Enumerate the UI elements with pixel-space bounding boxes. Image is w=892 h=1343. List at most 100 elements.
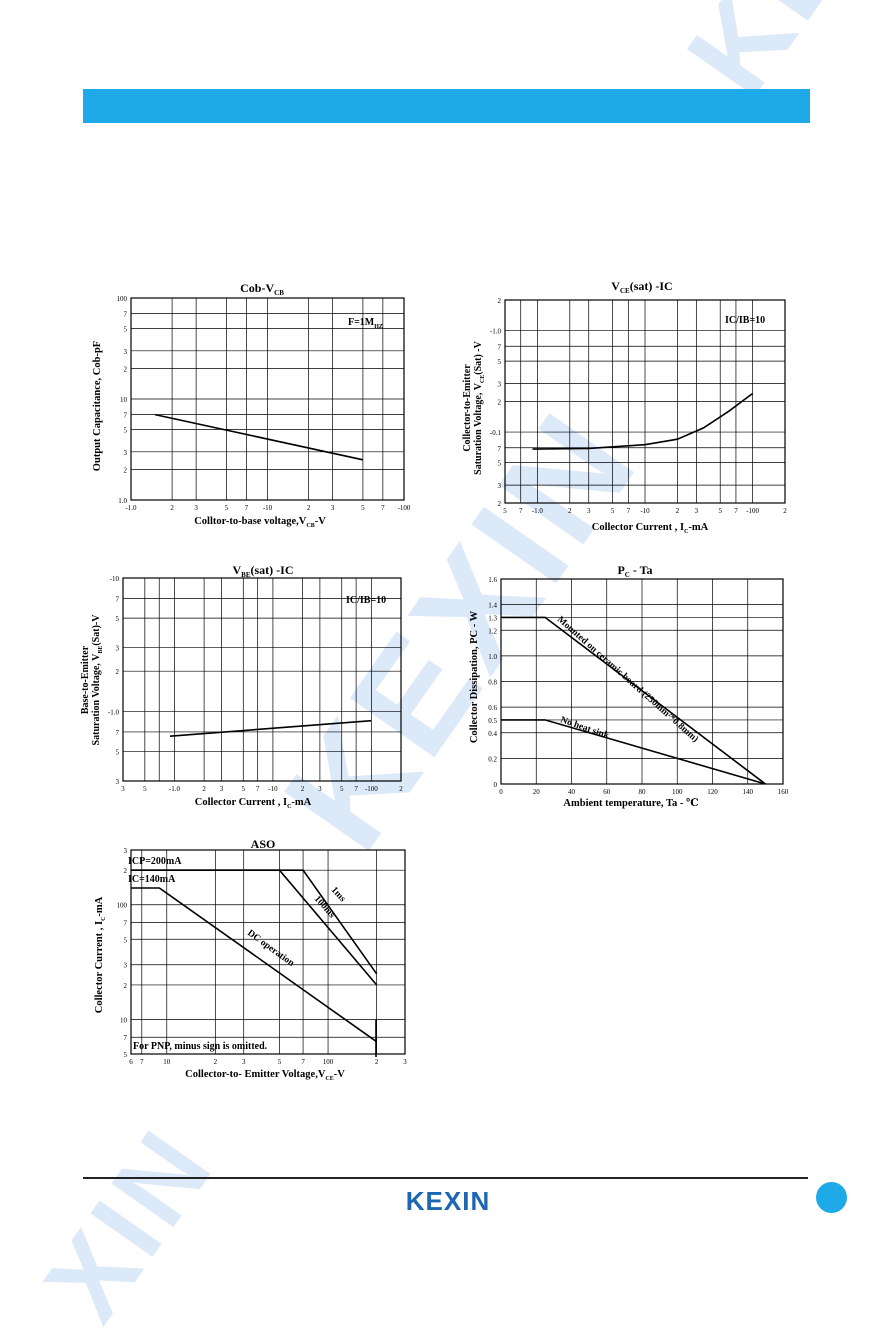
y-axis-label: Collector Current , IC-mA <box>94 896 107 1013</box>
x-tick-label: 160 <box>778 788 789 796</box>
aso-dc-curve <box>131 887 378 1043</box>
y-tick-label: 7 <box>124 920 128 928</box>
y-axis-label-line1: Base-to-Emitter <box>80 645 91 714</box>
chart-title: VBE(sat) -IC <box>232 563 293 579</box>
x-tick-label: 6 <box>129 1058 133 1066</box>
y-tick-label: 7 <box>116 596 120 604</box>
x-tick-label: 120 <box>707 788 718 796</box>
x-tick-label: -100 <box>398 504 411 512</box>
x-tick-label: 2 <box>375 1058 379 1066</box>
x-tick-label: 5 <box>611 507 615 515</box>
y-tick-label: 5 <box>116 615 120 623</box>
pnp-note: For PNP, minus sign is omitted. <box>133 1041 268 1052</box>
x-tick-label: 2 <box>202 785 206 793</box>
x-tick-label: -10 <box>263 504 273 512</box>
y-tick-label: 7 <box>116 729 120 737</box>
y-tick-label: 1.0 <box>118 497 127 505</box>
chart-title: Cob-VCB <box>240 281 284 297</box>
footer-divider <box>83 1177 808 1179</box>
y-axis-label-line2: Saturation Voltage, VBE(Sat)-V <box>91 614 104 746</box>
x-tick-label: 3 <box>318 785 322 793</box>
x-tick-label: -100 <box>746 507 759 515</box>
chart-title: VCE(sat) -IC <box>611 279 672 295</box>
icp-label: ICP=200mA <box>128 856 182 867</box>
y-tick-label: -1.0 <box>108 708 120 716</box>
y-tick-label: 3 <box>116 645 120 653</box>
x-tick-label: -1.0 <box>532 507 544 515</box>
chart-title: PC - Ta <box>617 563 652 579</box>
x-tick-label: 5 <box>503 507 507 515</box>
y-tick-label: 2 <box>498 297 502 305</box>
plot-frame <box>504 299 786 504</box>
x-tick-label: 3 <box>194 504 198 512</box>
x-tick-label: 5 <box>278 1058 282 1066</box>
x-tick-label: 40 <box>568 788 576 796</box>
x-tick-label: 3 <box>695 507 699 515</box>
y-axis-label-line1: Collector-to-Emitter <box>462 364 473 452</box>
y-tick-label: 5 <box>124 325 128 333</box>
y-tick-label: -1.0 <box>490 328 502 336</box>
kexin-logo: KEXIN <box>406 1187 490 1215</box>
y-tick-label: 7 <box>124 1034 128 1042</box>
y-tick-label: 5 <box>498 460 502 468</box>
x-tick-label: 3 <box>331 504 335 512</box>
aso-1ms-curve <box>131 869 378 975</box>
x-tick-label: 7 <box>381 504 385 512</box>
y-tick-label: 10 <box>120 1016 128 1024</box>
x-axis-label: Collector-to- Emitter Voltage,VCE-V <box>185 1069 345 1082</box>
y-tick-label: 5 <box>116 748 120 756</box>
y-tick-label: 1.2 <box>488 627 497 635</box>
y-tick-label: 1.3 <box>488 614 497 622</box>
x-tick-label: -10 <box>640 507 650 515</box>
y-axis-label-line2: Saturation Voltage, VCE(Sat) -V <box>473 340 486 475</box>
y-tick-label: 7 <box>498 445 502 453</box>
y-tick-label: 3 <box>498 381 502 389</box>
y-tick-label: 2 <box>498 399 502 407</box>
y-axis-label: Output Capacitance, Cob-pF <box>92 341 103 471</box>
watermark-bottom-left: XIN <box>21 1106 238 1342</box>
x-tick-label: 2 <box>399 785 403 793</box>
x-tick-label: 7 <box>301 1058 305 1066</box>
x-tick-label: 7 <box>519 507 523 515</box>
y-tick-label: 2 <box>498 500 502 508</box>
x-tick-label: 7 <box>627 507 631 515</box>
aso-100ms-curve <box>131 869 378 986</box>
y-tick-label: 2 <box>124 467 128 475</box>
chart-aso: ASO ICP=200mA IC=140mA 1ms 100ms DC oper… <box>94 837 407 1082</box>
x-tick-label: 2 <box>301 785 305 793</box>
svg-text:KEXIN: KEXIN <box>406 1187 490 1215</box>
y-tick-label: 7 <box>124 311 128 319</box>
x-tick-label: 20 <box>533 788 541 796</box>
x-axis-label: Collector Current , IC-mA <box>195 797 312 810</box>
capacitance-curve <box>154 413 364 461</box>
x-tick-label: 7 <box>140 1058 144 1066</box>
y-tick-label: -10 <box>110 575 120 583</box>
x-tick-label: 2 <box>170 504 174 512</box>
x-tick-label: 5 <box>143 785 147 793</box>
label-dc: DC operation <box>245 928 296 969</box>
y-tick-label: 7 <box>498 343 502 351</box>
y-tick-label: 3 <box>498 482 502 490</box>
label-100ms: 100ms <box>312 894 337 920</box>
y-tick-label: 2 <box>124 366 128 374</box>
x-tick-label: 3 <box>403 1058 407 1066</box>
y-tick-label: 1.0 <box>488 653 497 661</box>
y-tick-label: 0 <box>494 781 498 789</box>
header-banner <box>83 89 810 123</box>
y-tick-label: 2 <box>124 982 128 990</box>
x-tick-label: 3 <box>587 507 591 515</box>
y-tick-label: 0.4 <box>488 730 497 738</box>
x-tick-label: 7 <box>734 507 738 515</box>
x-tick-label: 60 <box>603 788 611 796</box>
vbe-sat-curve <box>169 719 372 737</box>
x-tick-label: 3 <box>242 1058 246 1066</box>
label-1ms: 1ms <box>329 885 348 904</box>
x-tick-label: 7 <box>256 785 260 793</box>
x-tick-label: 7 <box>354 785 358 793</box>
x-tick-label: -1.0 <box>169 785 181 793</box>
y-tick-label: 100 <box>117 902 128 910</box>
y-tick-label: 3 <box>124 847 128 855</box>
vce-sat-curve <box>532 392 754 450</box>
y-tick-label: -0.1 <box>490 429 502 437</box>
plot-frame <box>130 297 405 501</box>
